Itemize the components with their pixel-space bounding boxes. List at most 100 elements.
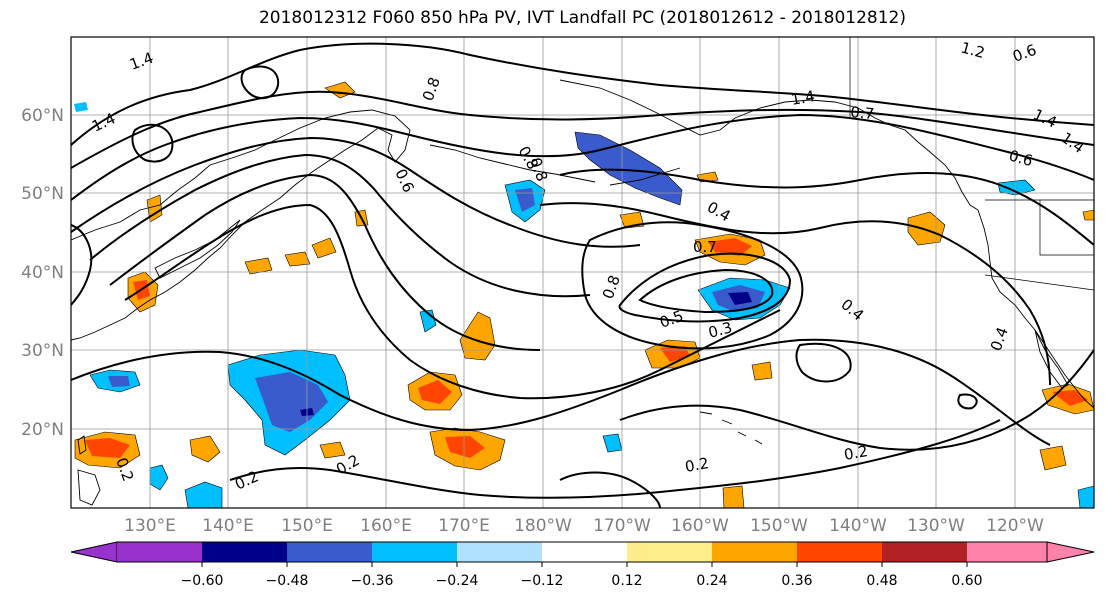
pv-contour-line (559, 471, 661, 508)
pv-contour-line (638, 268, 774, 314)
latitude-label: 20°N (21, 420, 64, 440)
colorbar-tick-label: −0.36 (351, 573, 394, 589)
colorbar-segment (287, 542, 372, 562)
negative-anomaly-patch (108, 376, 130, 387)
longitude-label: 180°W (514, 516, 572, 536)
colorbar-segment (202, 542, 287, 562)
map-gridlines (71, 37, 1094, 508)
philippines-coastline (77, 469, 101, 506)
taiwan-coastline (77, 435, 87, 455)
positive-anomaly-patch (418, 380, 452, 404)
positive-anomaly-patch (311, 237, 337, 259)
pv-contour-line (559, 168, 1094, 246)
colorbar-segment (457, 542, 542, 562)
colorbar-max-arrow (1046, 541, 1095, 563)
pv-contour-line (619, 349, 1094, 451)
negative-anomaly-patch (728, 292, 752, 305)
pv-contour-line (124, 203, 781, 400)
colorbar-segment (627, 542, 712, 562)
positive-anomaly-patch (1052, 390, 1088, 406)
pv-contour-line (957, 393, 978, 410)
longitude-label: 160°E (360, 516, 412, 536)
colorbar-tick-label: 0.36 (781, 573, 812, 589)
negative-anomaly-patch (184, 481, 223, 508)
colorbar-tick-label: 0.24 (696, 573, 727, 589)
negative-anomaly-patch (255, 372, 328, 432)
latitude-label: 60°N (21, 106, 64, 126)
pv-contour-line (71, 338, 1051, 446)
pv-contour-line (618, 252, 792, 323)
coastlines (71, 37, 1094, 506)
negative-anomaly-patch (74, 102, 88, 112)
colorbar-segment (117, 542, 202, 562)
pv-contour-line (71, 224, 93, 306)
longitude-label: 150°W (750, 516, 808, 536)
contour-label: 0.2 (684, 454, 711, 476)
colorbar-segment (882, 542, 967, 562)
japan-coastline (154, 219, 241, 279)
longitude-label: 120°W (986, 516, 1044, 536)
contour-label: 0.2 (843, 442, 870, 464)
latitude-label: 30°N (21, 341, 64, 361)
colorbar-tick-label: −0.12 (521, 573, 564, 589)
longitude-label: 170°W (593, 516, 651, 536)
positive-anomaly-patch (1082, 209, 1094, 221)
colorbar-ticks (201, 562, 968, 567)
longitude-label: 170°E (438, 516, 490, 536)
colorbar-tick-label: −0.24 (436, 573, 479, 589)
colorbar-segment (797, 542, 882, 562)
contour-label: 1.2 (959, 38, 987, 62)
positive-anomaly-patch (319, 441, 346, 459)
pv-contour-line (109, 173, 541, 351)
colorbar-segment (372, 542, 457, 562)
contour-label: 0.7 (693, 238, 717, 256)
pv-contour-line (131, 123, 174, 163)
pv-contour-line (71, 90, 1094, 169)
positive-anomaly-patch (85, 438, 130, 458)
alaska-coastline (559, 79, 979, 211)
positive-anomaly-patch (708, 238, 752, 256)
latitude-label: 50°N (21, 184, 64, 204)
colorbar-tick-label: 0.60 (951, 573, 982, 589)
colorbar-tick-label: 0.48 (866, 573, 897, 589)
map-frame (70, 36, 1095, 509)
longitude-labels: 130°E 140°E 150°E 160°E 170°E 180°W 170°… (124, 516, 1044, 536)
colorbar-tick-label: −0.60 (181, 573, 224, 589)
map-title: 2018012312 F060 850 hPa PV, IVT Landfall… (258, 8, 906, 28)
positive-anomaly-patch (722, 485, 745, 508)
colorbar-segment (967, 542, 1047, 562)
colorbar-tick-label: 0.12 (611, 573, 642, 589)
positive-anomaly-patch (244, 257, 273, 275)
contour-label: 1.4 (790, 87, 817, 109)
colorbar-segment (712, 542, 797, 562)
longitude-label: 140°E (202, 516, 254, 536)
pv-contour-line (539, 202, 1051, 386)
negative-anomaly-patch (1077, 485, 1094, 508)
pv-contour-line (71, 42, 1094, 146)
colorbar: −0.60 −0.48 −0.36 −0.24 −0.12 0.12 0.24 … (70, 541, 1095, 589)
longitude-label: 130°E (124, 516, 176, 536)
pv-contour-line (71, 113, 1094, 201)
canada-borders (849, 37, 1094, 291)
contour-label: 0.6 (1007, 146, 1035, 170)
pv-contour-line (89, 153, 591, 298)
pv-contour-line (795, 342, 852, 383)
positive-anomaly-patch (751, 361, 773, 381)
positive-anomaly-patch (189, 435, 221, 463)
latitude-label: 40°N (21, 263, 64, 283)
pv-contour-line (240, 65, 280, 100)
longitude-label: 140°W (829, 516, 887, 536)
longitude-label: 130°W (907, 516, 965, 536)
hawaii-islands (699, 411, 763, 445)
positive-anomaly-patch (1039, 445, 1067, 471)
longitude-label: 160°W (671, 516, 729, 536)
contour-label: 0.7 (850, 103, 875, 123)
pv-contours (71, 42, 1094, 508)
contour-label: 0.3 (706, 318, 734, 342)
negative-anomaly-patch (997, 179, 1036, 196)
pv-contour-line (71, 136, 641, 248)
longitude-label: 150°E (281, 516, 333, 536)
negative-anomaly-patch (515, 188, 535, 212)
positive-anomaly-patch (445, 436, 485, 458)
colorbar-min-arrow (70, 541, 118, 563)
